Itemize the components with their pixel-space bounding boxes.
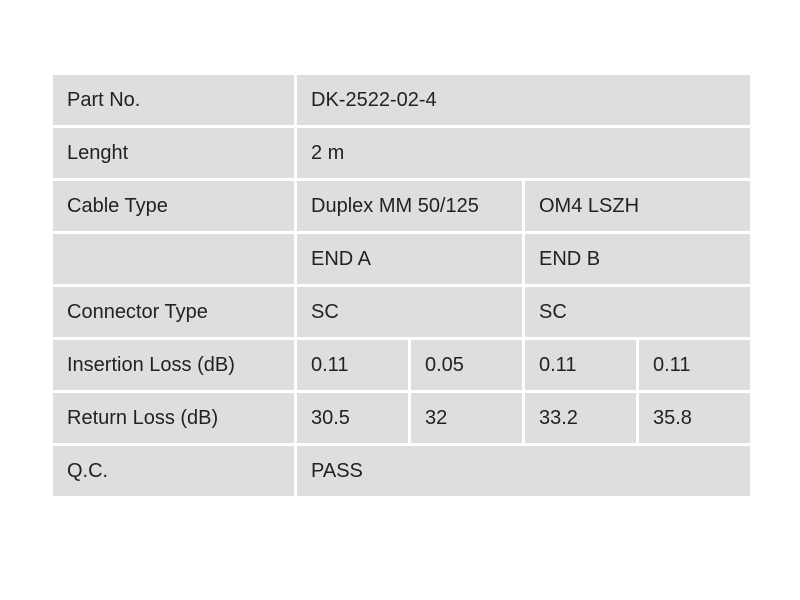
cell: Duplex MM 50/125	[294, 178, 525, 234]
table-row: Cable Type Duplex MM 50/125 OM4 LSZH	[50, 178, 753, 234]
table-row: END A END B	[50, 231, 753, 287]
cell: 33.2	[522, 390, 639, 446]
cell: OM4 LSZH	[522, 178, 753, 234]
table-row: Connector Type SC SC	[50, 284, 753, 340]
table-row: Return Loss (dB) 30.5 32 33.2 35.8	[50, 390, 753, 446]
table-row: Q.C. PASS	[50, 443, 753, 499]
cell: 0.11	[522, 337, 639, 393]
cell: 35.8	[636, 390, 753, 446]
table-row: Lenght 2 m	[50, 125, 753, 181]
row-label: Return Loss (dB)	[50, 390, 297, 446]
spec-table: Part No. DK-2522-02-4 Lenght 2 m Cable T…	[50, 72, 753, 499]
row-label: Connector Type	[50, 284, 297, 340]
cell: SC	[522, 284, 753, 340]
table-row: Part No. DK-2522-02-4	[50, 72, 753, 128]
empty-cell	[50, 231, 297, 287]
cell: DK-2522-02-4	[294, 72, 753, 128]
row-label: Lenght	[50, 125, 297, 181]
cell: 0.11	[636, 337, 753, 393]
cell: SC	[294, 284, 525, 340]
row-label: Part No.	[50, 72, 297, 128]
cell: 0.05	[408, 337, 525, 393]
cell: END A	[294, 231, 525, 287]
row-label: Cable Type	[50, 178, 297, 234]
cell: 2 m	[294, 125, 753, 181]
table-row: Insertion Loss (dB) 0.11 0.05 0.11 0.11	[50, 337, 753, 393]
cell: 32	[408, 390, 525, 446]
cell: END B	[522, 231, 753, 287]
cell: 30.5	[294, 390, 411, 446]
cell: PASS	[294, 443, 753, 499]
cell: 0.11	[294, 337, 411, 393]
row-label: Insertion Loss (dB)	[50, 337, 297, 393]
row-label: Q.C.	[50, 443, 297, 499]
